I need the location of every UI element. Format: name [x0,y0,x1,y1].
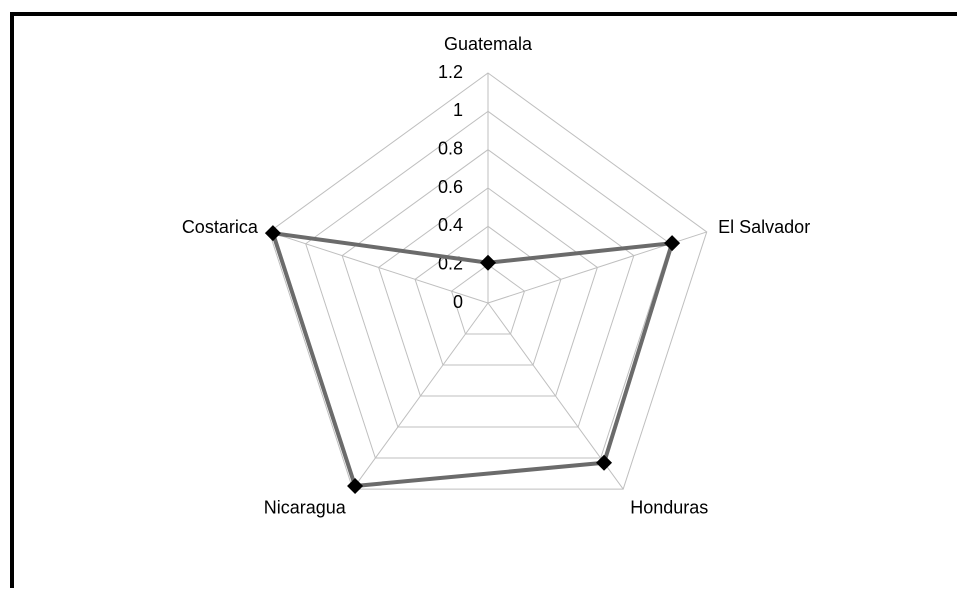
grid-line [305,110,671,459]
data-point [347,477,364,494]
data-point [480,254,496,271]
data-point [664,235,681,252]
chart-frame [10,12,957,593]
category-label: Guatemala [444,34,533,54]
spoke [487,302,624,490]
spoke [352,302,489,490]
category-label: Nicaragua [264,498,347,518]
data-point [596,454,613,471]
y-tick-label: 0.6 [438,177,463,197]
category-label: El Salvador [718,217,810,237]
spoke [269,231,489,304]
category-label: Costarica [182,217,259,237]
grid-line [414,225,562,366]
grid-line [450,264,526,335]
y-tick-label: 0.4 [438,215,463,235]
y-tick-label: 1.2 [438,62,463,82]
grid-line [341,149,635,428]
y-tick-label: 0 [453,292,463,312]
y-tick-label: 1 [453,100,463,120]
y-tick-label: 0.8 [438,138,463,158]
grid-line [268,72,708,490]
category-label: Honduras [630,498,708,518]
data-point [264,225,281,242]
series-line [270,230,675,489]
